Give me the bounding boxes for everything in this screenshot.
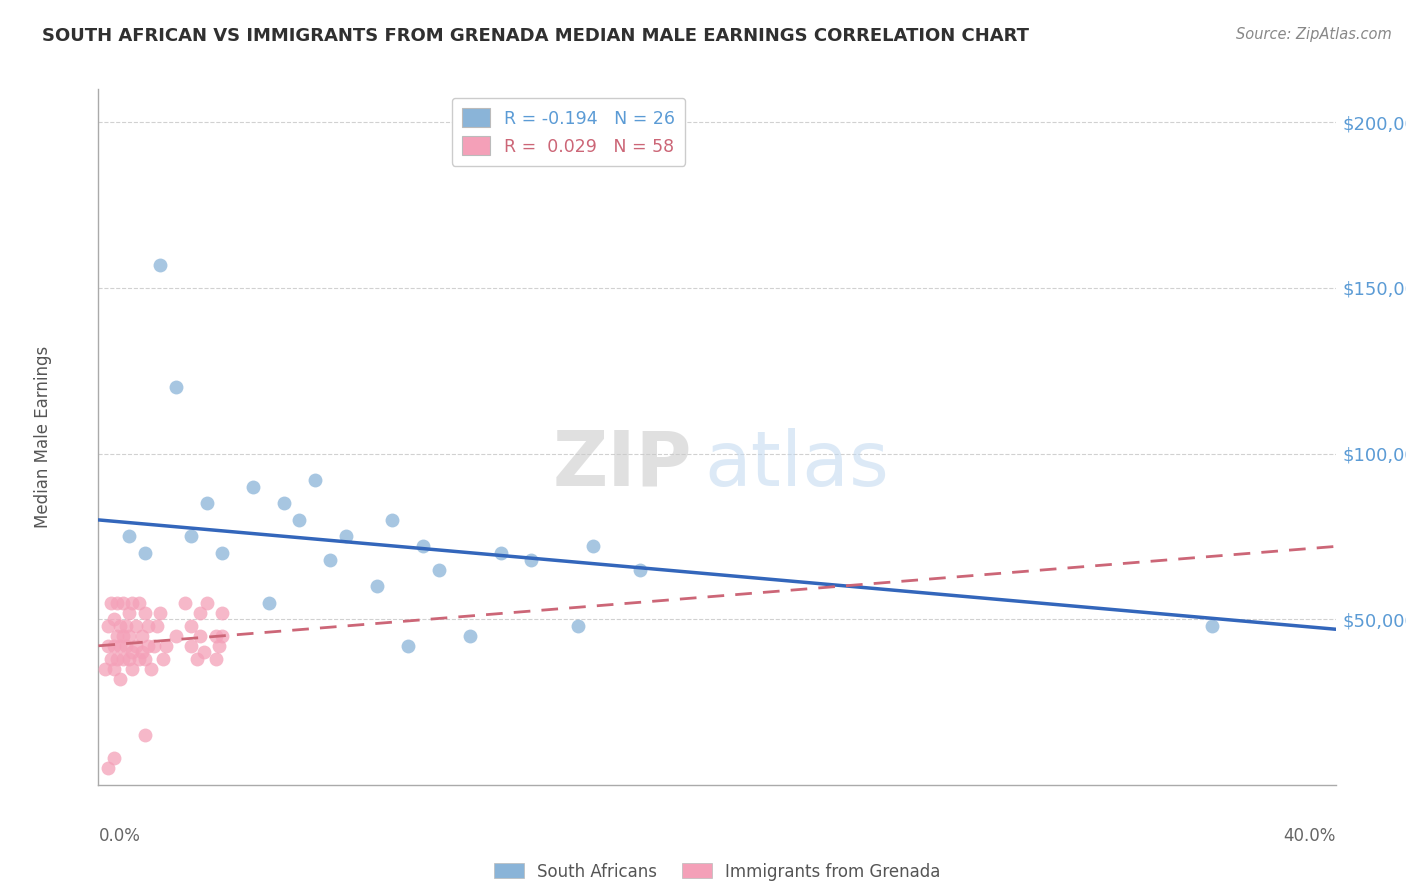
Point: [131, 645, 153, 659]
Text: Median Male Earnings: Median Male Earnings: [34, 346, 52, 528]
Text: 40.0%: 40.0%: [1284, 827, 1336, 845]
Point: [211, 546, 233, 560]
Point: [97, 639, 120, 653]
Point: [128, 652, 150, 666]
Point: [242, 480, 264, 494]
Point: [134, 606, 156, 620]
Point: [115, 619, 138, 633]
Point: [146, 619, 169, 633]
Point: [195, 596, 218, 610]
Point: [100, 596, 122, 610]
Point: [118, 629, 141, 643]
Point: [108, 672, 131, 686]
Point: [520, 552, 543, 566]
Point: [112, 596, 135, 610]
Point: [118, 529, 141, 543]
Point: [134, 652, 156, 666]
Point: [186, 652, 208, 666]
Point: [118, 606, 141, 620]
Point: [105, 629, 128, 643]
Point: [180, 619, 202, 633]
Point: [288, 513, 311, 527]
Point: [103, 662, 125, 676]
Point: [139, 662, 162, 676]
Point: [128, 596, 150, 610]
Point: [273, 496, 295, 510]
Point: [118, 652, 141, 666]
Point: [100, 652, 122, 666]
Point: [155, 639, 177, 653]
Point: [97, 761, 120, 775]
Point: [143, 639, 166, 653]
Point: [131, 629, 153, 643]
Point: [134, 728, 156, 742]
Point: [136, 639, 159, 653]
Point: [112, 629, 135, 643]
Point: [136, 619, 159, 633]
Point: [427, 563, 450, 577]
Point: [103, 751, 125, 765]
Text: atlas: atlas: [704, 428, 890, 502]
Point: [180, 639, 202, 653]
Point: [458, 629, 481, 643]
Point: [582, 540, 605, 554]
Point: [304, 473, 326, 487]
Point: [567, 619, 589, 633]
Point: [121, 645, 143, 659]
Point: [195, 496, 218, 510]
Point: [205, 652, 228, 666]
Text: 0.0%: 0.0%: [98, 827, 141, 845]
Point: [190, 629, 212, 643]
Point: [335, 529, 357, 543]
Point: [103, 612, 125, 626]
Point: [97, 619, 120, 633]
Point: [193, 645, 215, 659]
Point: [190, 606, 212, 620]
Point: [211, 606, 233, 620]
Point: [381, 513, 404, 527]
Text: ZIP: ZIP: [553, 428, 692, 502]
Point: [149, 606, 172, 620]
Point: [124, 619, 146, 633]
Point: [257, 596, 280, 610]
Point: [134, 546, 156, 560]
Legend: R = -0.194   N = 26, R =  0.029   N = 58: R = -0.194 N = 26, R = 0.029 N = 58: [451, 98, 685, 166]
Point: [121, 596, 143, 610]
Point: [211, 629, 233, 643]
Point: [396, 639, 419, 653]
Point: [121, 662, 143, 676]
Point: [165, 629, 187, 643]
Point: [93, 662, 115, 676]
Point: [1201, 619, 1223, 633]
Point: [208, 639, 231, 653]
Point: [165, 380, 187, 394]
Point: [180, 529, 202, 543]
Point: [319, 552, 342, 566]
Point: [103, 639, 125, 653]
Point: [628, 563, 651, 577]
Point: [108, 619, 131, 633]
Point: [412, 540, 434, 554]
Point: [105, 596, 128, 610]
Point: [366, 579, 388, 593]
Point: [124, 639, 146, 653]
Point: [489, 546, 512, 560]
Point: [105, 652, 128, 666]
Point: [205, 629, 228, 643]
Point: [112, 652, 135, 666]
Point: [108, 639, 131, 653]
Point: [149, 258, 172, 272]
Point: [152, 652, 174, 666]
Text: SOUTH AFRICAN VS IMMIGRANTS FROM GRENADA MEDIAN MALE EARNINGS CORRELATION CHART: SOUTH AFRICAN VS IMMIGRANTS FROM GRENADA…: [42, 27, 1029, 45]
Text: Source: ZipAtlas.com: Source: ZipAtlas.com: [1236, 27, 1392, 42]
Point: [174, 596, 197, 610]
Point: [115, 639, 138, 653]
